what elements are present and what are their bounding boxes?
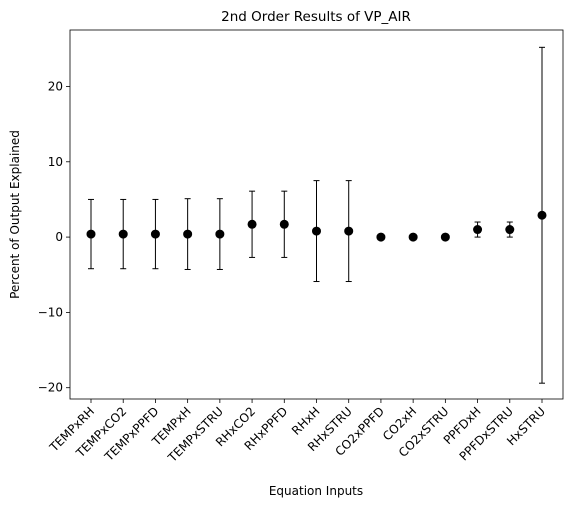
y-axis-label: Percent of Output Explained (8, 130, 22, 299)
chart-title: 2nd Order Results of VP_AIR (221, 9, 411, 25)
y-tick-label: −20 (38, 381, 63, 395)
data-point (151, 230, 160, 239)
data-point (215, 230, 224, 239)
data-point (87, 230, 96, 239)
data-point (312, 227, 321, 236)
data-point (119, 230, 128, 239)
data-point (376, 233, 385, 242)
data-point (505, 225, 514, 234)
y-tick-label: 0 (55, 230, 63, 244)
x-axis-label: Equation Inputs (269, 484, 363, 498)
data-point (280, 220, 289, 229)
data-point (538, 211, 547, 220)
data-point (248, 220, 257, 229)
data-point (441, 233, 450, 242)
data-point (409, 233, 418, 242)
data-series (87, 47, 547, 383)
data-point (344, 227, 353, 236)
data-point (183, 230, 192, 239)
y-axis: −20 −10 0 10 20 (38, 79, 70, 394)
y-tick-label: 20 (48, 79, 63, 93)
data-point (473, 225, 482, 234)
y-tick-label: −10 (38, 305, 63, 319)
y-tick-label: 10 (48, 155, 63, 169)
x-axis: TEMPxRHTEMPxCO2TEMPxPPFDTEMPxHTEMPxSTRUR… (46, 399, 548, 466)
